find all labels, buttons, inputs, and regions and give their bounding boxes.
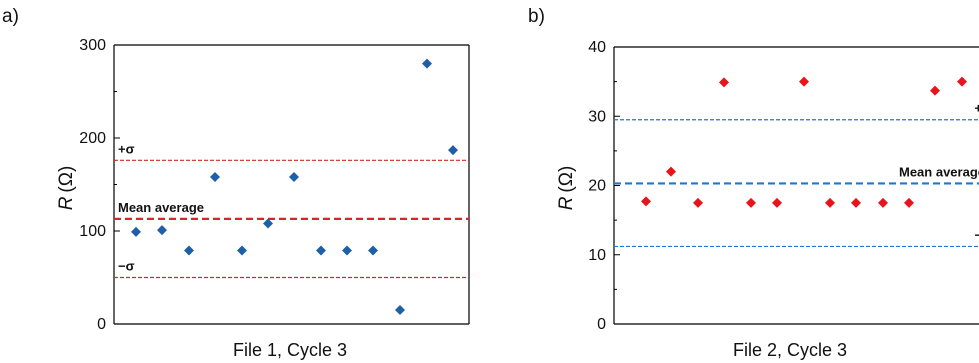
panel-a-reference-label: +σ (118, 141, 135, 156)
panel-a-y-axis-unit: (Ω) (56, 166, 77, 193)
panel-b-y-tick-label: 0 (597, 316, 606, 333)
panel-a-y-axis-label: R (Ω) (56, 166, 77, 211)
panel-a-data-point (184, 245, 194, 256)
panel-b-data-point (641, 196, 651, 207)
panel-a-y-axis-symbol: R (56, 196, 77, 210)
panel-a-reference-label: Mean average (118, 200, 204, 215)
panel-a-data-point (395, 305, 405, 316)
panel-a-x-axis-label: File 1, Cycle 3 (233, 340, 347, 360)
panel-b-data-point (693, 197, 703, 208)
panel-b-y-tick-label: 40 (588, 39, 606, 56)
panel-b-data-point (719, 77, 729, 88)
panel-a-data-point (342, 245, 352, 256)
panel-a-data-point (131, 226, 141, 237)
panel-a-data-point (263, 218, 273, 229)
panel-b-data-point (851, 197, 861, 208)
panel-a-label: a) (2, 6, 19, 27)
panel-b-data-point (825, 197, 835, 208)
panel-b-reference-label: +σ (975, 101, 979, 116)
panel-a-y-tick-label: 0 (97, 316, 106, 333)
panel-a-data-point (157, 225, 167, 236)
panel-a-data-point (237, 245, 247, 256)
panel-a-y-tick-label: 200 (79, 130, 106, 147)
panel-b-data-point (957, 76, 967, 87)
panel-b-data-point (904, 197, 914, 208)
panel-b-data-point (666, 166, 676, 177)
panel-b-y-axis-unit: (Ω) (556, 166, 577, 193)
panel-b-y-tick-label: 10 (588, 247, 606, 264)
panel-b-y-axis-label: R (Ω) (556, 166, 577, 211)
panel-a-plot-area: 0 100 200 300 +σ Mean average −σ (79, 37, 470, 333)
panel-a-data-point (316, 245, 326, 256)
panel-a-y-tick-label: 100 (79, 223, 106, 240)
panel-b-plot-area: 0 10 20 30 40 +σ Mean average −σ (588, 39, 979, 333)
panel-a-data-point (422, 58, 432, 69)
panel-a-data-point (289, 172, 299, 183)
panel-b-y-tick-label: 20 (588, 178, 606, 195)
panel-b-x-axis-label: File 2, Cycle 3 (733, 340, 847, 360)
panel-a-data-point (210, 172, 220, 183)
panel-b-label: b) (528, 6, 545, 27)
panel-b: b) File 2, Cycle 3 R (Ω) 0 10 20 30 40 +σ Mean … (528, 6, 979, 360)
panel-b-data-point (930, 85, 940, 96)
panel-b-data-point (772, 197, 782, 208)
panel-a-data-point (368, 245, 378, 256)
panel-b-y-tick-label: 30 (588, 108, 606, 125)
panel-a: a) File 1, Cycle 3 R (Ω) 0 100 200 300 +σ Mean… (2, 6, 470, 360)
panel-b-y-axis-symbol: R (556, 196, 577, 210)
panel-b-reference-label: −σ (975, 227, 979, 242)
panel-b-data-point (878, 197, 888, 208)
panel-b-reference-label: Mean average (899, 164, 979, 179)
panel-a-data-point (448, 145, 458, 156)
panel-a-y-tick-label: 300 (79, 37, 106, 54)
panel-a-reference-label: −σ (118, 259, 135, 274)
panel-b-data-point (799, 76, 809, 87)
panel-b-data-point (746, 197, 756, 208)
